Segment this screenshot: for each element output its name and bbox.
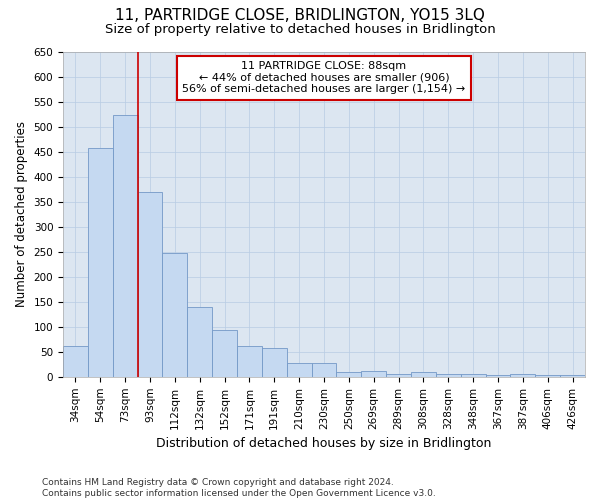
Y-axis label: Number of detached properties: Number of detached properties [15, 121, 28, 307]
Bar [113, 114, 137, 377]
Text: Contains HM Land Registry data © Crown copyright and database right 2024.
Contai: Contains HM Land Registry data © Crown c… [42, 478, 436, 498]
Bar [560, 376, 585, 377]
Bar [88, 148, 113, 377]
Text: 11, PARTRIDGE CLOSE, BRIDLINGTON, YO15 3LQ: 11, PARTRIDGE CLOSE, BRIDLINGTON, YO15 3… [115, 8, 485, 22]
Bar [163, 252, 187, 377]
Bar [485, 376, 511, 377]
Bar [137, 192, 163, 377]
Bar [386, 374, 411, 377]
Bar [361, 371, 386, 377]
Bar [337, 372, 361, 377]
Bar [187, 307, 212, 377]
Bar [436, 374, 461, 377]
Text: Size of property relative to detached houses in Bridlington: Size of property relative to detached ho… [104, 22, 496, 36]
Bar [237, 346, 262, 377]
Bar [262, 348, 287, 377]
Bar [212, 330, 237, 377]
Text: 11 PARTRIDGE CLOSE: 88sqm
← 44% of detached houses are smaller (906)
56% of semi: 11 PARTRIDGE CLOSE: 88sqm ← 44% of detac… [182, 62, 466, 94]
Bar [535, 376, 560, 377]
Bar [461, 374, 485, 377]
Bar [287, 364, 311, 377]
Bar [411, 372, 436, 377]
X-axis label: Distribution of detached houses by size in Bridlington: Distribution of detached houses by size … [157, 437, 492, 450]
Bar [511, 374, 535, 377]
Bar [311, 363, 337, 377]
Bar [63, 346, 88, 377]
